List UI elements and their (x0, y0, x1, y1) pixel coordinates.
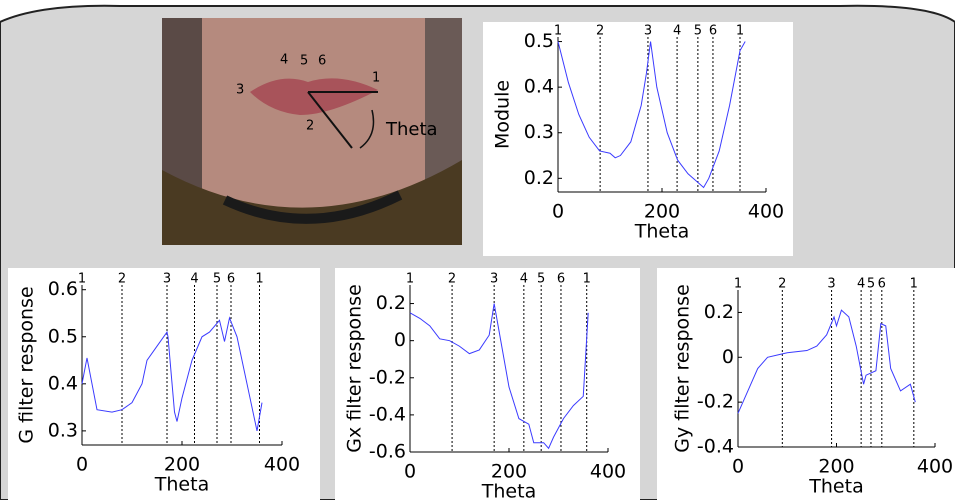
marker-label: 3 (163, 272, 171, 287)
panel (335, 268, 640, 500)
marker-label: 1 (255, 272, 263, 287)
x-tick-label: 400 (590, 461, 626, 483)
y-tick-label: 0 (722, 346, 734, 368)
data-line (409, 303, 589, 450)
x-axis-label: Theta (808, 476, 863, 498)
x-tick-label: 400 (917, 456, 953, 478)
y-tick-label: 0.2 (704, 301, 734, 323)
y-tick-label: 0.3 (48, 419, 78, 441)
marker-label: 5 (867, 277, 875, 292)
marker-label: 6 (557, 272, 565, 287)
x-axis-label: Theta (481, 481, 536, 501)
x-tick-label: 400 (748, 201, 784, 223)
x-tick-label: 0 (552, 201, 564, 223)
data-line (557, 41, 746, 189)
x-tick-label: 0 (76, 454, 88, 476)
y-tick-label: -0.4 (697, 436, 734, 458)
marker-label: 5 (213, 272, 221, 287)
y-tick-label: 0.4 (48, 372, 78, 394)
marker-label: 5 (537, 272, 545, 287)
marker-label: 6 (878, 277, 886, 292)
marker-label: 1 (406, 272, 414, 287)
photo-label: 5 (300, 54, 308, 69)
x-axis-label: Theta (154, 474, 209, 496)
y-tick-label: 0.4 (524, 76, 554, 98)
y-tick-label: -0.6 (369, 441, 406, 463)
x-tick-label: 0 (732, 456, 744, 478)
x-axis-label: Theta (634, 221, 689, 243)
panel (8, 268, 320, 500)
marker-label: 2 (448, 272, 456, 287)
marker-label: 2 (778, 277, 786, 292)
photo-label: 2 (306, 119, 314, 134)
data-line (81, 316, 263, 431)
y-tick-label: 0.3 (524, 121, 554, 143)
marker-label: 4 (190, 272, 198, 287)
marker-label: 4 (673, 24, 681, 39)
x-tick-label: 400 (264, 454, 300, 476)
photo-label: 3 (236, 83, 244, 98)
marker-label: 2 (118, 272, 126, 287)
x-tick-label: 200 (644, 201, 680, 223)
y-tick-label: 0.2 (376, 292, 406, 314)
y-tick-label: -0.2 (369, 366, 406, 388)
marker-label: 1 (736, 24, 744, 39)
y-tick-label: 0.5 (48, 325, 78, 347)
x-tick-label: 200 (164, 454, 200, 476)
panel (657, 268, 955, 500)
y-tick-label: 0.6 (48, 278, 78, 300)
marker-label: 1 (78, 272, 86, 287)
data-line (737, 309, 916, 414)
y-axis-label: Gy filter response (672, 284, 694, 453)
panel (483, 22, 793, 256)
marker-label: 4 (857, 277, 865, 292)
x-tick-label: 0 (404, 461, 416, 483)
y-axis-label: G filter response (16, 286, 38, 443)
marker-label: 6 (709, 24, 717, 39)
marker-label: 3 (827, 277, 835, 292)
marker-label: 2 (596, 24, 604, 39)
y-axis-label: Module (492, 80, 514, 149)
photo: 1 2 3 4 5 6 Theta (162, 18, 462, 245)
marker-label: 6 (227, 272, 235, 287)
marker-label: 1 (910, 277, 918, 292)
marker-label: 3 (644, 24, 652, 39)
y-tick-label: 0.5 (524, 30, 554, 52)
y-tick-label: -0.4 (369, 403, 406, 425)
x-tick-label: 200 (818, 456, 854, 478)
photo-label: 1 (372, 71, 380, 86)
x-tick-label: 200 (491, 461, 527, 483)
y-tick-label: 0 (394, 329, 406, 351)
marker-label: 3 (490, 272, 498, 287)
photo-label: 4 (280, 53, 288, 68)
y-tick-label: 0.2 (524, 167, 554, 189)
y-tick-label: -0.2 (697, 391, 734, 413)
marker-label: 4 (520, 272, 528, 287)
marker-label: 1 (554, 24, 562, 39)
y-axis-label: Gx filter response (344, 284, 366, 453)
marker-label: 5 (694, 24, 702, 39)
marker-label: 1 (734, 277, 742, 292)
photo-label: 6 (318, 54, 326, 69)
photo-label: Theta (385, 119, 438, 140)
marker-label: 1 (583, 272, 591, 287)
